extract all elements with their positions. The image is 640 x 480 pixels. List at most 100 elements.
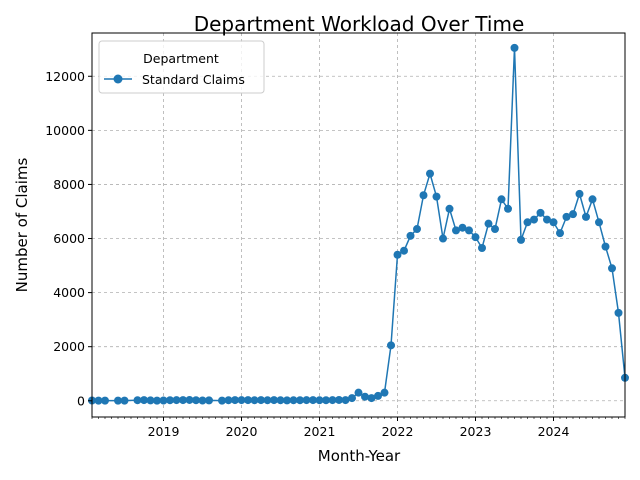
data-point — [478, 243, 486, 252]
legend: Department Standard Claims — [98, 40, 265, 94]
data-point — [595, 218, 603, 227]
data-point — [608, 264, 616, 273]
x-tick-label: 2024 — [538, 424, 570, 439]
data-point — [257, 396, 265, 405]
legend-marker-sample — [113, 74, 123, 84]
data-point — [205, 396, 213, 405]
legend-entry-standard-claims: Standard Claims — [142, 72, 245, 87]
data-point — [452, 226, 460, 235]
y-tick-label: 10000 — [45, 123, 85, 138]
data-point — [465, 226, 473, 235]
data-point — [361, 392, 369, 401]
data-point — [283, 396, 291, 405]
data-point — [445, 204, 454, 213]
y-tick-label: 12000 — [45, 69, 85, 84]
y-tick-label: 0 — [77, 393, 85, 408]
data-point — [582, 212, 590, 221]
data-point — [523, 218, 532, 227]
data-point — [244, 396, 252, 405]
legend-title: Department — [143, 51, 219, 66]
data-point — [426, 169, 434, 178]
data-point — [231, 396, 239, 405]
data-point — [400, 246, 408, 255]
data-point — [335, 395, 343, 404]
data-point — [185, 395, 194, 404]
series-layer — [88, 43, 629, 405]
data-point — [419, 191, 428, 200]
data-point — [387, 341, 395, 350]
data-point — [354, 388, 363, 397]
data-point — [101, 396, 109, 405]
y-axis-label: Number of Claims — [13, 157, 31, 292]
data-point — [393, 250, 402, 259]
data-point — [328, 396, 337, 405]
chart-title: Department Workload Over Time — [194, 12, 525, 36]
data-point — [517, 235, 525, 244]
x-tick-label: 2023 — [460, 424, 492, 439]
data-point — [302, 396, 311, 405]
grid — [92, 33, 625, 417]
data-point — [406, 231, 415, 240]
data-point — [263, 396, 272, 405]
data-point — [556, 229, 564, 238]
data-point — [439, 234, 447, 243]
data-point — [575, 189, 584, 198]
data-point — [296, 396, 304, 405]
data-point — [374, 391, 382, 400]
y-tick-label: 4000 — [53, 285, 85, 300]
x-axis-ticks: 2019 2020 2021 2022 2023 2024 — [91, 417, 626, 439]
data-point — [94, 396, 103, 405]
data-point — [510, 43, 519, 52]
data-point — [543, 215, 551, 224]
y-tick-label: 6000 — [53, 231, 85, 246]
x-tick-label: 2022 — [382, 424, 414, 439]
data-point — [198, 396, 207, 405]
data-point — [270, 396, 278, 405]
data-point — [250, 396, 259, 405]
data-point — [413, 225, 421, 234]
x-tick-label: 2019 — [148, 424, 180, 439]
y-tick-label: 2000 — [53, 339, 85, 354]
data-point — [224, 396, 233, 405]
data-point — [569, 210, 577, 219]
x-tick-label: 2021 — [304, 424, 336, 439]
data-point — [536, 208, 545, 217]
data-point — [471, 233, 480, 242]
data-point — [289, 396, 298, 405]
data-point — [504, 204, 512, 213]
data-point — [179, 396, 187, 405]
data-point — [614, 308, 623, 317]
data-point — [192, 396, 200, 405]
data-point — [549, 218, 558, 227]
x-axis-label: Month-Year — [318, 447, 401, 465]
data-point — [491, 225, 499, 234]
data-point — [367, 394, 376, 403]
legend-box — [98, 40, 265, 94]
y-tick-label: 8000 — [53, 177, 85, 192]
data-point — [432, 192, 441, 201]
x-tick-label: 2020 — [226, 424, 258, 439]
data-point — [497, 195, 506, 204]
data-point — [237, 396, 246, 405]
data-point — [133, 396, 142, 405]
data-point — [530, 215, 538, 224]
data-point — [322, 396, 330, 405]
data-point — [172, 396, 181, 405]
data-point — [601, 242, 610, 251]
data-point — [309, 396, 317, 405]
data-point — [120, 396, 129, 405]
data-point — [114, 396, 122, 405]
data-point — [562, 212, 571, 221]
data-point — [458, 223, 467, 232]
data-point — [380, 388, 389, 397]
data-point — [140, 396, 148, 405]
data-point — [218, 396, 226, 405]
data-point — [153, 396, 161, 405]
data-point — [588, 195, 597, 204]
data-point — [341, 396, 350, 405]
data-point — [315, 396, 324, 405]
data-point — [348, 394, 356, 403]
data-point — [146, 396, 155, 405]
